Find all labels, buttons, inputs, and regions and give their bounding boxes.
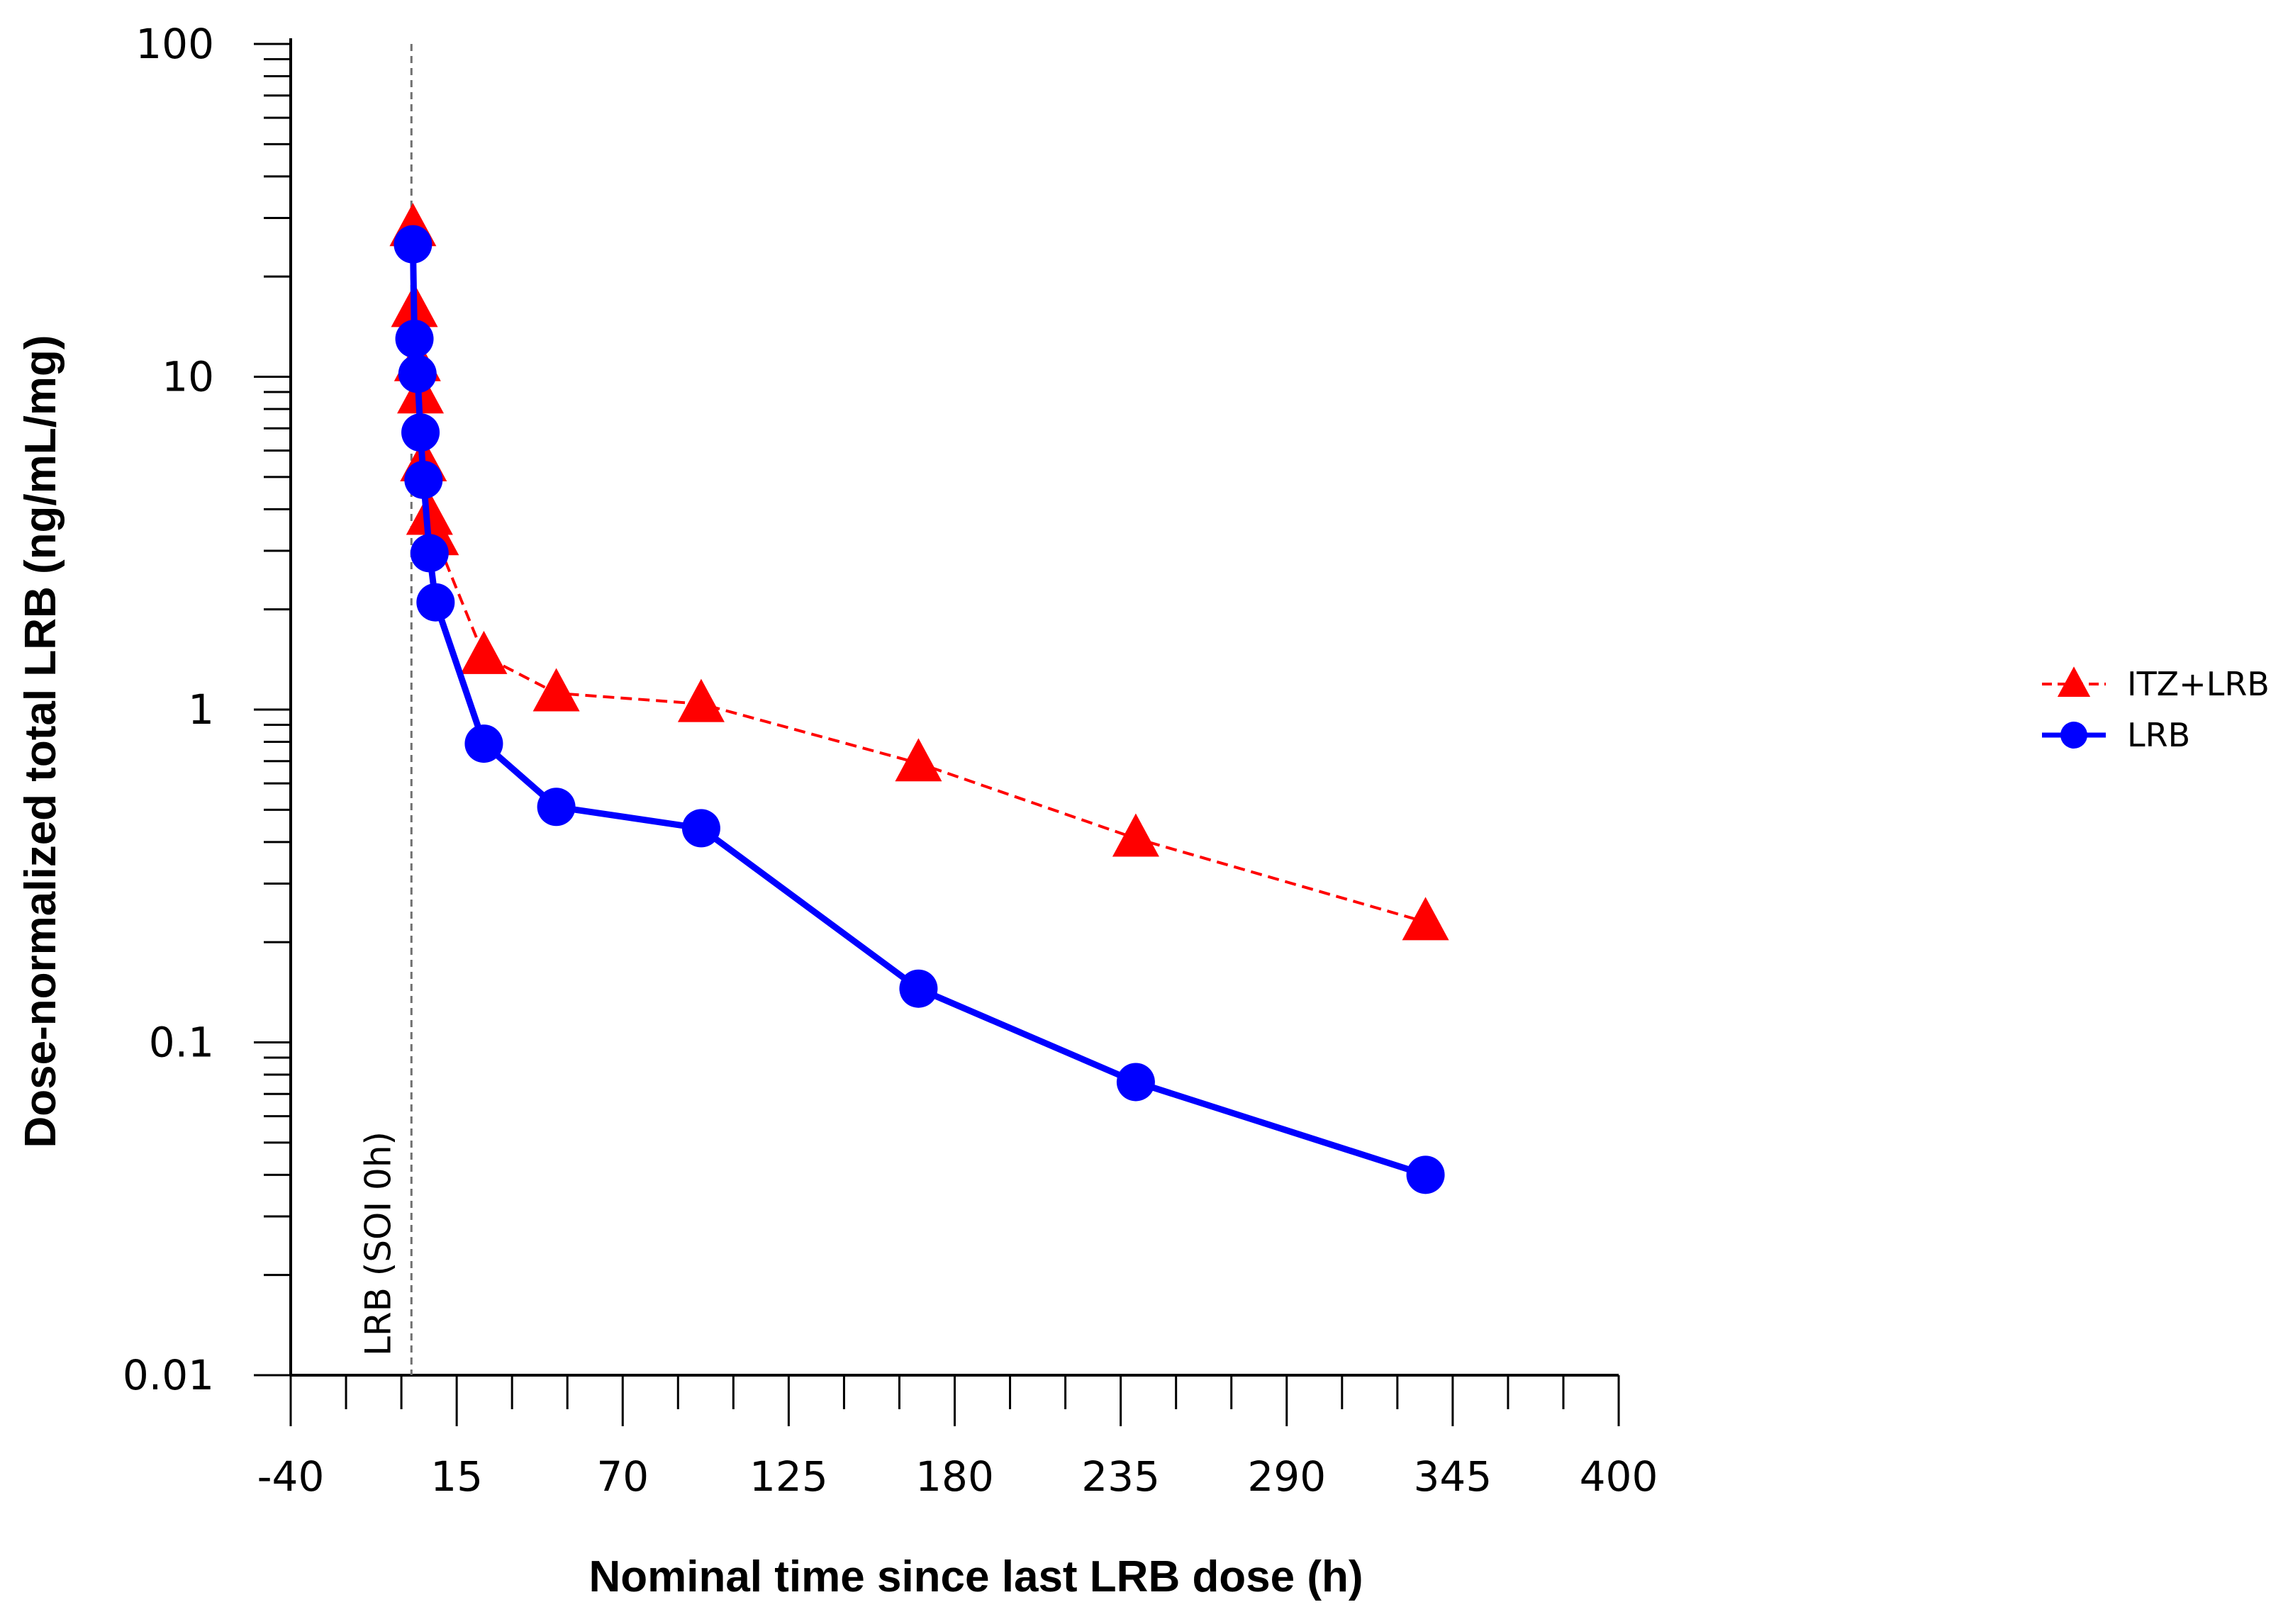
data-point-circle <box>401 413 440 452</box>
x-tick-label: 235 <box>1081 1452 1160 1501</box>
legend-label: ITZ+LRB <box>2127 665 2270 703</box>
x-tick-label: 290 <box>1247 1452 1326 1501</box>
data-point-circle <box>395 320 434 359</box>
data-point-triangle <box>677 678 725 722</box>
data-point-circle <box>416 583 455 622</box>
data-point-circle <box>464 724 503 763</box>
data-point-circle <box>1116 1063 1155 1102</box>
x-axis-title: Nominal time since last LRB dose (h) <box>588 1552 1363 1601</box>
y-axis-title: Dose-normalized total LRB (ng/mL/mg) <box>16 335 65 1148</box>
y-tick-label: 1 <box>188 685 214 734</box>
legend: ITZ+LRB LRB <box>2042 665 2270 754</box>
legend-circle-marker <box>2060 722 2087 749</box>
legend-label: LRB <box>2127 716 2190 754</box>
y-tick-label: 100 <box>135 20 214 68</box>
x-tick-label: -40 <box>257 1452 325 1501</box>
data-point-triangle <box>1402 897 1449 941</box>
data-point-circle <box>404 460 443 499</box>
data-point-circle <box>537 788 576 827</box>
x-tick-label: 400 <box>1580 1452 1658 1501</box>
x-tick-label: 70 <box>596 1452 649 1501</box>
data-point-circle <box>394 225 433 264</box>
x-tick-label: 180 <box>915 1452 994 1501</box>
data-point-triangle <box>532 668 580 712</box>
x-tick-label: 15 <box>430 1452 483 1501</box>
x-tick-label: 345 <box>1414 1452 1492 1501</box>
data-point-circle <box>410 534 449 573</box>
data-point-circle <box>1406 1155 1445 1194</box>
y-tick-label: 0.01 <box>123 1351 214 1399</box>
reference-line-label: LRB (SOI 0h) <box>357 1131 398 1356</box>
series-itz-lrb <box>389 203 1449 941</box>
y-tick-label: 0.1 <box>149 1019 214 1067</box>
data-point-triangle <box>460 630 508 674</box>
data-point-circle <box>681 809 720 848</box>
axes-layer: 0.01 0.1 1 10 100 -40 15 70 125 180 235 290 345 400 LR… <box>123 20 1658 1501</box>
data-point-triangle <box>895 738 942 782</box>
legend-item: LRB <box>2042 716 2190 754</box>
series-layer <box>389 203 1449 1194</box>
x-tick-label: 125 <box>749 1452 828 1501</box>
data-point-circle <box>398 354 437 393</box>
legend-item: ITZ+LRB <box>2042 665 2270 703</box>
data-point-circle <box>899 969 938 1008</box>
data-point-triangle <box>1112 813 1159 857</box>
y-tick-label: 10 <box>162 353 214 401</box>
series-lrb <box>394 225 1445 1194</box>
legend-triangle-marker <box>2057 666 2091 697</box>
